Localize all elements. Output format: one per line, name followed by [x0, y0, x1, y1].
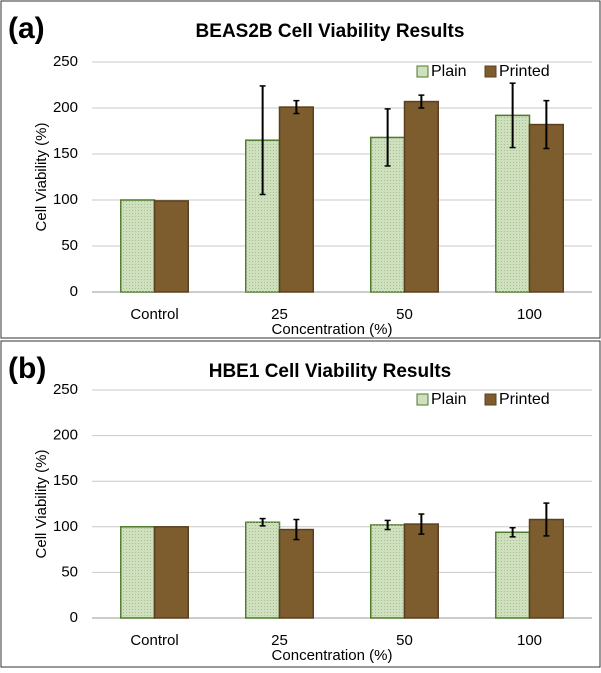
legend-label: Printed — [499, 391, 550, 408]
legend-swatch — [416, 65, 429, 78]
bar — [278, 106, 314, 293]
bar — [278, 528, 314, 619]
bar-texture — [495, 532, 530, 618]
y-tick-label: 100 — [53, 191, 78, 208]
x-tick-label: 25 — [271, 306, 288, 323]
x-tick-label: 100 — [517, 632, 542, 649]
y-tick-label: 150 — [53, 145, 78, 162]
bar-texture — [120, 200, 155, 292]
bar — [403, 523, 439, 619]
x-tick-label: 50 — [396, 632, 413, 649]
panel-frame — [0, 0, 601, 339]
legend-label: Plain — [431, 391, 467, 408]
legend-swatch — [484, 393, 497, 406]
legend-label: Plain — [431, 63, 467, 80]
legend-swatch — [484, 65, 497, 78]
y-tick-label: 250 — [53, 381, 78, 398]
y-tick-label: 0 — [70, 283, 78, 300]
y-tick-label: 100 — [53, 518, 78, 535]
bar — [528, 123, 564, 293]
x-tick-label: Control — [130, 632, 178, 649]
x-tick-label: Control — [130, 306, 178, 323]
bar — [403, 100, 439, 293]
y-tick-label: 50 — [61, 237, 78, 254]
y-tick-label: 50 — [61, 563, 78, 580]
y-tick-label: 0 — [70, 609, 78, 626]
x-tick-label: 50 — [396, 306, 413, 323]
y-tick-label: 200 — [53, 427, 78, 444]
bar-texture — [120, 526, 155, 618]
y-axis-label: Cell Viability (%) — [33, 123, 50, 232]
panel-label: (a) — [8, 12, 45, 45]
x-tick-label: 100 — [517, 306, 542, 323]
panel-frame — [0, 340, 601, 668]
legend-swatch — [416, 393, 429, 406]
bar — [153, 526, 189, 619]
chart-title: HBE1 Cell Viability Results — [209, 361, 452, 382]
panel-label: (b) — [8, 352, 46, 385]
legend-label: Printed — [499, 63, 550, 80]
x-axis-label: Concentration (%) — [272, 321, 393, 338]
bar-texture — [370, 524, 405, 618]
y-tick-label: 250 — [53, 53, 78, 70]
bar — [153, 200, 189, 293]
bar-texture — [245, 522, 280, 618]
y-tick-label: 150 — [53, 472, 78, 489]
chart-title: BEAS2B Cell Viability Results — [196, 21, 465, 42]
y-axis-label: Cell Viability (%) — [33, 450, 50, 559]
x-tick-label: 25 — [271, 632, 288, 649]
y-tick-label: 200 — [53, 99, 78, 116]
x-axis-label: Concentration (%) — [272, 647, 393, 664]
